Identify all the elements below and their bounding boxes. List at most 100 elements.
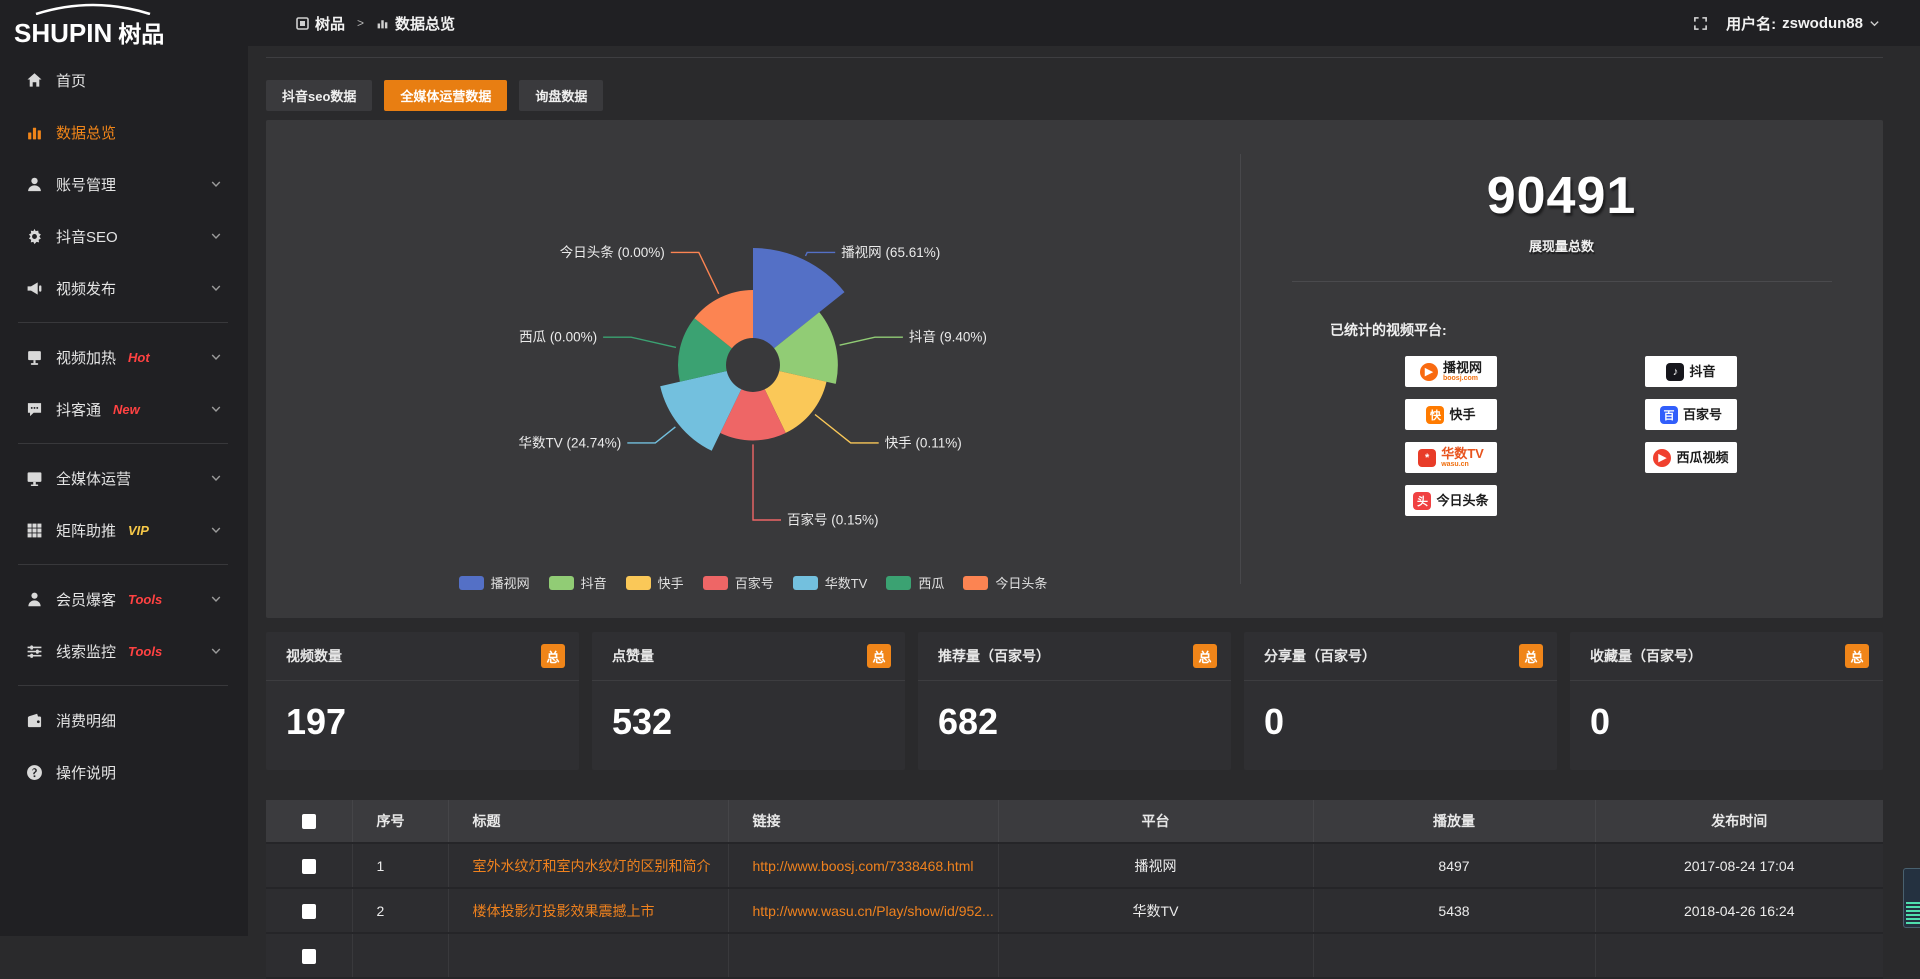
floating-widget[interactable]	[1903, 868, 1920, 928]
pie-label-播视网: 播视网 (65.61%)	[841, 245, 940, 260]
cell-title-link[interactable]: 楼体投影灯投影效果震撼上市	[472, 902, 655, 919]
sidebar-item-douketong[interactable]: 抖客通 New	[0, 383, 248, 435]
video-table: 序号 标题 链接 平台 播放量 发布时间 1 室外水纹灯和室内水纹灯的区别和简介 http://…	[266, 800, 1883, 979]
cell-time	[1595, 933, 1883, 979]
cell-title-link[interactable]: 室外水纹灯和室内水纹灯的区别和简介	[472, 857, 711, 874]
platform-name: 快手	[1449, 407, 1476, 422]
pie-slice-快手[interactable]	[764, 371, 827, 433]
sidebar-item-video-heating[interactable]: 视频加热 Hot	[0, 331, 248, 383]
cell-seq: 2	[352, 888, 449, 934]
stat-card-header: 推荐量（百家号） 总	[918, 632, 1231, 681]
tab-douyin-seo-data[interactable]: 抖音seo数据	[266, 80, 373, 111]
stat-card-header: 分享量（百家号） 总	[1244, 632, 1557, 681]
panel-divider	[1240, 154, 1241, 584]
sidebar-item-data-overview[interactable]: 数据总览	[0, 106, 248, 158]
pie-slice-播视网[interactable]	[753, 248, 845, 349]
overview-icon	[376, 17, 389, 30]
legend-item-今日头条[interactable]: 今日头条	[963, 573, 1047, 592]
table-row	[266, 933, 1883, 979]
row-checkbox[interactable]	[301, 858, 316, 874]
table-header-row: 序号 标题 链接 平台 播放量 发布时间	[266, 800, 1883, 844]
stat-cards: 视频数量总 197 点赞量总 532 推荐量（百家号）总 682 分享量（百家号）总 0 收藏量…	[266, 632, 1883, 770]
breadcrumb-item-shupin[interactable]: 树品	[315, 15, 346, 33]
sidebar-item-clue-monitor[interactable]: 线索监控 Tools	[0, 625, 248, 677]
logo-text-cn: 树品	[118, 20, 165, 47]
sidebar-item-video-publish[interactable]: 视频发布	[0, 262, 248, 314]
legend-swatch	[886, 575, 912, 590]
sidebar-item-consume-detail[interactable]: 消费明细	[0, 694, 248, 746]
topbar: 树品 > 数据总览 用户名: zswodun88	[248, 0, 1920, 46]
pie-slice-华数TV[interactable]	[660, 371, 742, 451]
sidebar-item-label: 视频发布	[56, 280, 117, 298]
legend-item-华数TV[interactable]: 华数TV	[792, 573, 867, 592]
cell-link-link[interactable]: http://www.wasu.cn/Play/show/id/952...	[752, 902, 994, 919]
legend-item-抖音[interactable]: 抖音	[548, 573, 607, 592]
sidebar-item-member-baoke[interactable]: 会员爆客 Tools	[0, 573, 248, 625]
cell-plays: 5438	[1313, 888, 1596, 934]
legend-item-快手[interactable]: 快手	[625, 573, 684, 592]
stat-card-value: 532	[612, 701, 673, 742]
stat-card-share-count: 分享量（百家号） 总 0	[1244, 632, 1557, 770]
platform-grid: ▶ 播视网 boosj.com ♪ 抖音快快手百百家号 * 华数TV wasu.cn ▶ 西瓜视频…	[1405, 356, 1883, 516]
chevron-down-icon	[210, 593, 222, 605]
platform-name: 今日头条	[1436, 493, 1489, 508]
user-menu[interactable]: 用户名: zswodun88	[1726, 13, 1880, 34]
legend-swatch	[548, 575, 574, 590]
platform-badge-西瓜视频: ▶ 西瓜视频	[1645, 442, 1737, 473]
legend-item-百家号[interactable]: 百家号	[702, 573, 774, 592]
stat-card-favorite-count: 收藏量（百家号） 总 0	[1570, 632, 1883, 770]
sidebar-item-account-management[interactable]: 账号管理	[0, 158, 248, 210]
pie-label-华数TV: 华数TV (24.74%)	[519, 435, 622, 450]
sidebar-item-matrix-boost[interactable]: 矩阵助推 VIP	[0, 504, 248, 556]
legend-label: 西瓜	[918, 576, 945, 591]
tab-omni-media-data[interactable]: 全媒体运营数据	[384, 80, 508, 111]
breadcrumb: 树品 > 数据总览	[296, 13, 455, 34]
pie-label-line	[804, 251, 836, 257]
screen-icon	[26, 349, 43, 366]
pie-chart: 播视网 (65.61%) 抖音 (9.40%) 快手 (0.11%) 百家号 (0.1…	[266, 120, 1240, 618]
tab-inquiry-data[interactable]: 询盘数据	[519, 80, 604, 111]
sidebar-item-label: 账号管理	[56, 176, 117, 194]
breadcrumb-item-overview[interactable]: 数据总览	[395, 15, 456, 33]
sidebar: SHUPIN 树品 首页 数据总览 账号管理 抖音SEO 视频发布 视频加热 Hot 抖客通 N…	[0, 0, 248, 936]
legend-item-西瓜[interactable]: 西瓜	[886, 573, 944, 592]
cell-link: http://www.boosj.com/7338468.html	[728, 843, 999, 889]
fullscreen-icon[interactable]	[1693, 16, 1708, 31]
stat-card-title: 推荐量（百家号）	[938, 648, 1050, 664]
sidebar-item-omni-media[interactable]: 全媒体运营	[0, 452, 248, 504]
cell-link	[728, 933, 999, 979]
chart-legend: 播视网 抖音 快手 百家号 华数TV 西瓜 今日头条	[266, 573, 1240, 592]
cell-time: 2017-08-24 17:04	[1595, 843, 1883, 889]
legend-label: 抖音	[580, 576, 607, 591]
legend-item-播视网[interactable]: 播视网	[458, 573, 530, 592]
platform-logo-icon: 快	[1426, 405, 1445, 424]
pie-slice-西瓜[interactable]	[678, 318, 732, 382]
data-tabs: 抖音seo数据 全媒体运营数据 询盘数据	[266, 80, 604, 111]
sidebar-item-home[interactable]: 首页	[0, 54, 248, 106]
stat-card-title: 视频数量	[286, 648, 342, 664]
row-checkbox[interactable]	[301, 903, 316, 919]
sidebar-item-douyin-seo[interactable]: 抖音SEO	[0, 210, 248, 262]
chevron-down-icon	[210, 178, 222, 190]
pie-slice-今日头条[interactable]	[694, 290, 753, 349]
platform-name: 抖音	[1689, 364, 1716, 379]
platform-logo-icon: *	[1418, 448, 1437, 467]
sidebar-item-operation-guide[interactable]: 操作说明	[0, 746, 248, 798]
chevron-down-icon	[210, 230, 222, 242]
pie-label-line	[670, 251, 720, 295]
cell-link-link[interactable]: http://www.boosj.com/7338468.html	[752, 857, 974, 874]
row-checkbox[interactable]	[301, 948, 316, 964]
pie-slice-百家号[interactable]	[720, 389, 786, 441]
grid-icon	[26, 522, 43, 539]
sidebar-item-label: 全媒体运营	[56, 470, 132, 488]
stat-card-header: 点赞量 总	[592, 632, 905, 681]
select-all-checkbox[interactable]	[301, 814, 316, 830]
platform-name: 西瓜视频	[1676, 450, 1729, 465]
chevron-down-icon	[210, 282, 222, 294]
legend-swatch	[792, 575, 818, 590]
platform-badge-播视网: ▶ 播视网 boosj.com	[1405, 356, 1497, 387]
total-badge: 总	[1519, 644, 1543, 668]
platform-logo-icon: ▶	[1419, 362, 1438, 381]
sidebar-item-badge: Hot	[128, 349, 150, 365]
pie-slice-抖音[interactable]	[774, 312, 838, 384]
